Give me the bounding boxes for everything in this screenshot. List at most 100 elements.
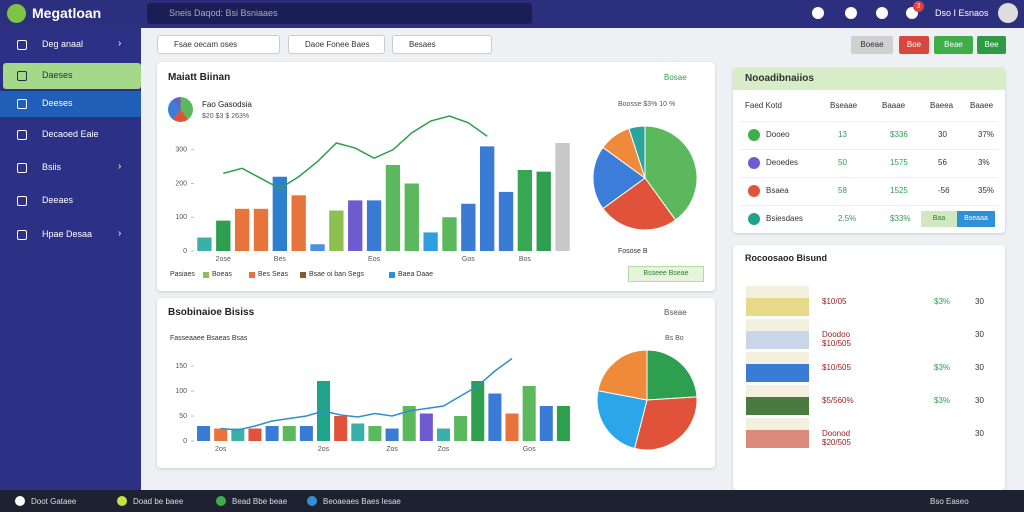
x-tick-label: 2os bbox=[318, 446, 330, 453]
bar bbox=[536, 171, 551, 251]
list-cell: 30 bbox=[975, 363, 984, 372]
bar bbox=[234, 208, 250, 251]
row-divider bbox=[740, 149, 998, 150]
bar bbox=[231, 428, 245, 441]
chevron: › bbox=[118, 228, 122, 239]
pie-slice bbox=[633, 396, 698, 451]
bar bbox=[385, 164, 401, 251]
bar bbox=[442, 217, 457, 251]
logo-pie bbox=[168, 97, 193, 122]
nav-icon bbox=[17, 99, 27, 109]
cell: Bsiesdaes bbox=[766, 214, 803, 223]
list-cell: 30 bbox=[975, 330, 984, 339]
logo[interactable] bbox=[7, 4, 26, 23]
bar bbox=[216, 220, 231, 251]
y-tick-label: 200 bbox=[175, 180, 187, 187]
row-button[interactable]: Bseaaa bbox=[957, 211, 995, 227]
panel-title: Maiatt Biinan bbox=[168, 72, 231, 83]
x-tick-label: Zos bbox=[386, 446, 398, 453]
search[interactable]: Sneis Daqod: Bsi Bsniaaes bbox=[147, 3, 532, 24]
footer-item[interactable]: Beoaeaes Baes lesae bbox=[323, 497, 401, 506]
badge: 3 bbox=[913, 1, 924, 12]
list-cell: $3% bbox=[934, 297, 951, 306]
cell: 37% bbox=[978, 130, 995, 139]
row-divider bbox=[740, 121, 998, 122]
filter[interactable]: Fsae oecam oses bbox=[157, 35, 280, 54]
icon[interactable] bbox=[845, 7, 857, 19]
brand: Megatloan bbox=[32, 5, 102, 21]
row-icon bbox=[748, 213, 760, 225]
footer bbox=[0, 490, 1024, 512]
row-button[interactable]: Baa bbox=[921, 211, 957, 227]
panel-title: Rocoosaoo Bisund bbox=[745, 253, 828, 263]
icon[interactable] bbox=[812, 7, 824, 19]
bar bbox=[197, 426, 211, 441]
nav-label: Daeses bbox=[42, 70, 73, 80]
bar bbox=[517, 170, 533, 251]
list-cell: 30 bbox=[975, 429, 984, 438]
bar bbox=[522, 386, 536, 441]
thumbnail bbox=[746, 352, 809, 382]
chevron: › bbox=[118, 161, 122, 172]
panel-action[interactable]: Bseae bbox=[664, 308, 687, 317]
bar bbox=[265, 426, 279, 441]
chevron: › bbox=[118, 38, 122, 49]
list-cell: 30 bbox=[975, 396, 984, 405]
pie-slice bbox=[597, 349, 648, 401]
y-tick-label: 0 bbox=[183, 438, 187, 445]
footer-icon bbox=[216, 496, 226, 506]
pie-slice bbox=[602, 177, 677, 231]
nav-item[interactable] bbox=[0, 91, 141, 117]
filter[interactable]: Besaes bbox=[392, 35, 492, 54]
avatar[interactable] bbox=[998, 3, 1018, 23]
action-button[interactable]: Bee bbox=[977, 36, 1006, 54]
nav-label: Bsiis bbox=[42, 162, 62, 172]
filter[interactable]: Daoe Fonee Baes bbox=[288, 35, 385, 54]
row-divider bbox=[740, 177, 998, 178]
nav-icon bbox=[17, 196, 27, 206]
nav-label: Deeaes bbox=[42, 195, 74, 205]
action-button[interactable]: Boeae bbox=[851, 36, 893, 54]
column-header: Baaae bbox=[882, 101, 906, 110]
top-legend: Boosse $3% 10 % bbox=[618, 101, 676, 108]
cell: 1525 bbox=[890, 186, 908, 195]
nav-icon bbox=[17, 130, 27, 140]
icon[interactable] bbox=[876, 7, 888, 19]
nav-icon bbox=[17, 230, 27, 240]
x-tick-label: Bos bbox=[519, 256, 532, 263]
list-cell: Doonod $20/505 bbox=[822, 429, 851, 447]
bar bbox=[310, 244, 325, 251]
button[interactable]: Bsseee Bseae bbox=[628, 266, 704, 282]
pie-slice bbox=[596, 390, 648, 450]
cell: 2.5% bbox=[838, 214, 857, 223]
bar bbox=[505, 413, 519, 441]
footer-item[interactable]: Doot Gataee bbox=[31, 497, 77, 506]
cell: $33% bbox=[890, 214, 911, 223]
bar bbox=[385, 428, 399, 441]
cell: 30 bbox=[938, 130, 947, 139]
nav-label: Decaoed Eaie bbox=[42, 129, 99, 139]
table-title: Nooadibnaiios bbox=[733, 68, 1005, 90]
x-tick-label: 2ose bbox=[216, 256, 231, 263]
bar bbox=[436, 428, 450, 441]
cell: -56 bbox=[938, 186, 950, 195]
column-header: Bseaae bbox=[830, 101, 858, 110]
bar bbox=[423, 232, 438, 251]
y-tick-label: 150 bbox=[175, 363, 187, 370]
cell: 50 bbox=[838, 158, 847, 167]
legend-swatch bbox=[249, 272, 255, 278]
action-button[interactable]: Beae bbox=[934, 36, 973, 54]
panel-action[interactable]: Bosae bbox=[664, 73, 687, 82]
bar bbox=[329, 210, 344, 251]
list-cell: $10/05 bbox=[822, 297, 847, 306]
legend-title: Pasiaes bbox=[170, 271, 195, 278]
nav-icon bbox=[17, 71, 27, 81]
cell: 35% bbox=[978, 186, 995, 195]
pie-slice bbox=[646, 349, 698, 401]
action-button[interactable]: Boe bbox=[899, 36, 929, 54]
footer-item[interactable]: Doad be baee bbox=[133, 497, 184, 506]
list-cell: Doodoo $10/505 bbox=[822, 330, 851, 348]
footer-item[interactable]: Bead Bbe beae bbox=[232, 497, 288, 506]
